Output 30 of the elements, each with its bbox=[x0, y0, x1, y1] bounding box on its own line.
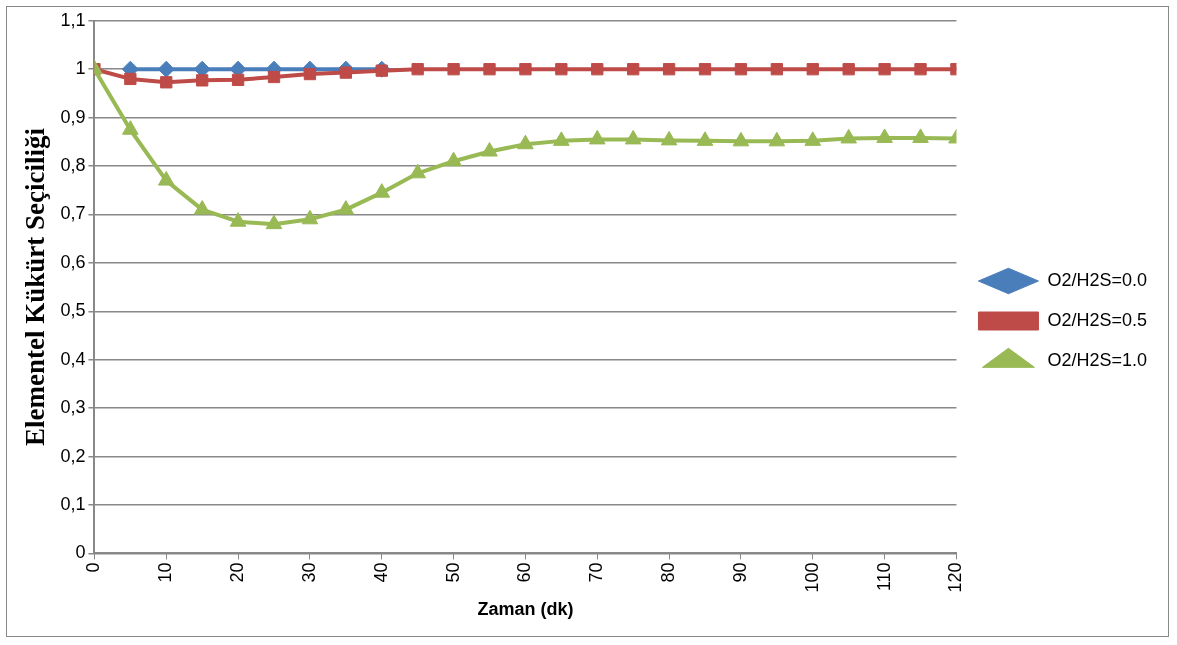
x-tick-label: 70 bbox=[586, 562, 607, 583]
x-tick-label: 120 bbox=[945, 562, 966, 593]
y-tick-label: 1 bbox=[75, 58, 86, 79]
y-tick-label: 0,6 bbox=[60, 251, 86, 272]
x-tick-label: 30 bbox=[298, 562, 319, 583]
y-tick-label: 0,8 bbox=[60, 155, 86, 176]
y-tick-label: 0,2 bbox=[60, 445, 86, 466]
x-tick-label: 80 bbox=[658, 562, 679, 583]
x-tick-label: 90 bbox=[729, 562, 750, 583]
y-tick-label: 0,1 bbox=[60, 493, 86, 514]
x-tick-label: 50 bbox=[442, 562, 463, 583]
y-axis-title: Elementel Kükürt Seçiciliği bbox=[20, 127, 51, 447]
y-tick-label: 0 bbox=[75, 542, 86, 563]
y-tick-label: 0,4 bbox=[60, 348, 86, 369]
legend-label: O2/H2S=1.0 bbox=[1047, 349, 1147, 370]
x-tick-label: 110 bbox=[873, 562, 894, 592]
y-tick-label: 0,5 bbox=[60, 300, 86, 321]
legend-label: O2/H2S=0.5 bbox=[1047, 309, 1147, 330]
legend-label: O2/H2S=0.0 bbox=[1047, 269, 1147, 290]
x-axis-title: Zaman (dk) bbox=[477, 599, 574, 620]
x-tick-label: 10 bbox=[155, 562, 176, 583]
x-tick-label: 0 bbox=[83, 562, 104, 573]
y-tick-label: 0,7 bbox=[60, 203, 86, 224]
y-tick-label: 0,3 bbox=[60, 397, 86, 418]
x-tick-label: 40 bbox=[370, 562, 391, 583]
x-tick-label: 100 bbox=[801, 562, 822, 593]
y-tick-label: 1,1 bbox=[60, 9, 86, 30]
x-tick-label: 60 bbox=[514, 562, 535, 583]
x-tick-label: 20 bbox=[227, 562, 248, 583]
y-tick-label: 0,9 bbox=[60, 106, 86, 127]
